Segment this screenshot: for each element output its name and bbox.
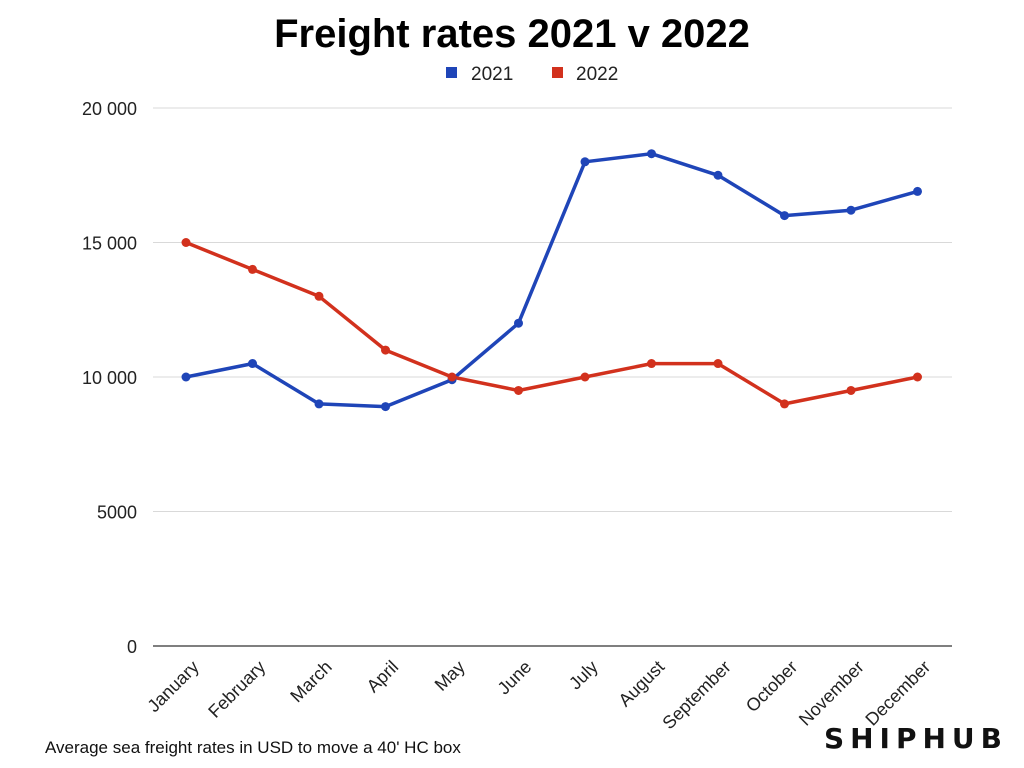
x-tick-label: November: [795, 657, 868, 730]
data-point-2022[interactable]: [913, 372, 922, 382]
y-tick-label: 20 000: [82, 99, 137, 119]
series-line-2021: [184, 151, 920, 409]
x-tick-label: July: [565, 657, 602, 694]
series-lines: [184, 151, 920, 409]
data-point-2021[interactable]: [780, 211, 789, 221]
x-tick-label: March: [286, 657, 336, 707]
legend-item-2021[interactable]: 2021: [446, 64, 513, 85]
legend-swatch-2021: [446, 67, 457, 78]
x-tick-label: January: [143, 657, 202, 716]
chart-title: Freight rates 2021 v 2022: [274, 12, 750, 56]
data-point-2022[interactable]: [447, 372, 457, 382]
y-tick-label: 5000: [97, 503, 137, 523]
data-point-2022[interactable]: [248, 264, 257, 274]
data-point-2022[interactable]: [713, 359, 723, 369]
x-tick-label: December: [861, 657, 934, 730]
data-point-2021[interactable]: [181, 372, 191, 382]
data-point-2022[interactable]: [181, 238, 191, 247]
legend-label-2022: 2022: [576, 64, 618, 85]
legend: 2021 2022: [446, 64, 618, 85]
data-point-2022[interactable]: [846, 385, 856, 395]
x-tick-label: February: [204, 657, 269, 722]
data-point-2021[interactable]: [514, 318, 523, 328]
data-point-2022[interactable]: [780, 399, 789, 409]
data-point-2022[interactable]: [381, 345, 390, 355]
brand-logo: SHIPHUB: [823, 722, 1008, 755]
data-point-2021[interactable]: [713, 170, 723, 180]
x-tick-label: April: [363, 657, 403, 697]
data-point-2021[interactable]: [647, 149, 656, 159]
legend-swatch-2022: [552, 67, 563, 78]
legend-item-2022[interactable]: 2022: [552, 64, 618, 85]
y-tick-label: 0: [127, 637, 137, 657]
x-axis: January February March April May June July Augu…: [143, 657, 934, 733]
data-point-2022[interactable]: [514, 385, 523, 395]
data-point-2022[interactable]: [580, 372, 590, 382]
data-point-2021[interactable]: [381, 402, 390, 412]
x-tick-label: June: [494, 657, 536, 699]
x-tick-label: October: [742, 657, 801, 716]
data-point-2021[interactable]: [913, 186, 922, 196]
chart-caption: Average sea freight rates in USD to move…: [45, 738, 461, 757]
data-point-2021[interactable]: [248, 359, 257, 369]
data-point-2021[interactable]: [580, 157, 590, 167]
data-point-2021[interactable]: [846, 205, 856, 215]
legend-label-2021: 2021: [471, 64, 513, 85]
data-point-2022[interactable]: [647, 359, 656, 369]
series-line-2022: [184, 240, 920, 406]
y-axis: 0 5000 10 000 15 000 20 000: [82, 99, 137, 657]
data-point-2021[interactable]: [314, 399, 324, 409]
x-tick-label: August: [615, 657, 669, 711]
x-tick-label: May: [431, 657, 469, 695]
series-points: [181, 149, 922, 412]
x-tick-label: September: [658, 657, 734, 733]
data-point-2022[interactable]: [314, 291, 324, 301]
y-tick-label: 15 000: [82, 234, 137, 254]
y-tick-label: 10 000: [82, 368, 137, 388]
gridlines: [153, 107, 952, 647]
